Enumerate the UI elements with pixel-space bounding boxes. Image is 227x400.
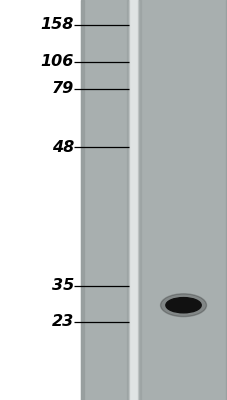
Text: 48: 48 — [52, 140, 74, 155]
Text: 23: 23 — [52, 314, 74, 330]
Ellipse shape — [160, 294, 206, 317]
Bar — [137, 0, 227, 400]
Bar — [128, 0, 137, 400]
Text: 106: 106 — [41, 54, 74, 70]
Text: 79: 79 — [52, 81, 74, 96]
Bar — [81, 0, 128, 400]
Text: 158: 158 — [41, 17, 74, 32]
Text: 35: 35 — [52, 278, 74, 294]
Ellipse shape — [165, 298, 200, 313]
